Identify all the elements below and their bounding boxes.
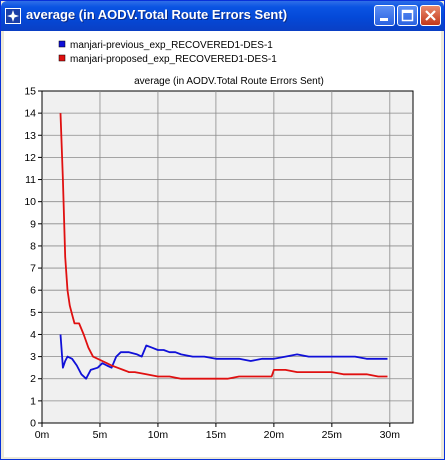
plot-area — [41, 90, 414, 424]
x-tick-label: 0m — [35, 429, 50, 441]
y-tick-label: 13 — [24, 130, 36, 142]
close-button[interactable] — [420, 5, 441, 26]
y-tick-label: 12 — [24, 152, 36, 164]
simulation-star-icon[interactable] — [5, 8, 21, 24]
y-tick-label: 5 — [30, 307, 36, 319]
y-tick-label: 7 — [30, 263, 36, 275]
y-tick-label: 0 — [30, 418, 36, 430]
y-tick-label: 10 — [24, 196, 36, 208]
y-tick-label: 14 — [24, 108, 36, 120]
minimize-button[interactable] — [374, 5, 395, 26]
window-title: average (in AODV.Total Route Errors Sent… — [26, 7, 288, 22]
y-tick-label: 1 — [30, 395, 36, 407]
grid-lines — [42, 91, 413, 423]
y-tick-label: 3 — [30, 351, 36, 363]
y-tick-label: 15 — [24, 86, 36, 98]
y-tick-label: 6 — [30, 285, 36, 297]
x-tick-label: 20m — [264, 429, 285, 441]
x-tick-label: 30m — [380, 429, 401, 441]
series-line-proposed — [59, 113, 388, 380]
y-tick-label: 9 — [30, 218, 36, 230]
x-tick-label: 25m — [322, 429, 343, 441]
line-chart: manjari-previous_exp_RECOVERED1-DES-1 ma… — [24, 40, 414, 441]
chart-title: average (in AODV.Total Route Errors Sent… — [134, 76, 324, 87]
y-tick-label: 11 — [25, 174, 36, 186]
legend-label-proposed: manjari-proposed_exp_RECOVERED1-DES-1 — [70, 54, 277, 65]
maximize-button[interactable] — [397, 5, 418, 26]
y-tick-label: 8 — [30, 240, 36, 252]
legend-swatch-proposed — [58, 54, 66, 62]
title-bar[interactable]: average (in AODV.Total Route Errors Sent… — [1, 1, 444, 31]
legend-swatch-previous — [58, 40, 66, 48]
y-tick-label: 2 — [30, 373, 36, 385]
x-tick-label: 10m — [148, 429, 169, 441]
series-lines — [59, 113, 388, 380]
x-tick-label: 15m — [206, 429, 227, 441]
y-tick-label: 4 — [30, 329, 36, 341]
series-line-previous — [59, 334, 388, 380]
x-tick-label: 5m — [93, 429, 108, 441]
x-axis: 0m 5m 10m 15m 20m 25m 30m — [35, 423, 401, 441]
legend-label-previous: manjari-previous_exp_RECOVERED1-DES-1 — [70, 40, 273, 51]
chart-area: manjari-previous_exp_RECOVERED1-DES-1 ma… — [4, 31, 441, 457]
